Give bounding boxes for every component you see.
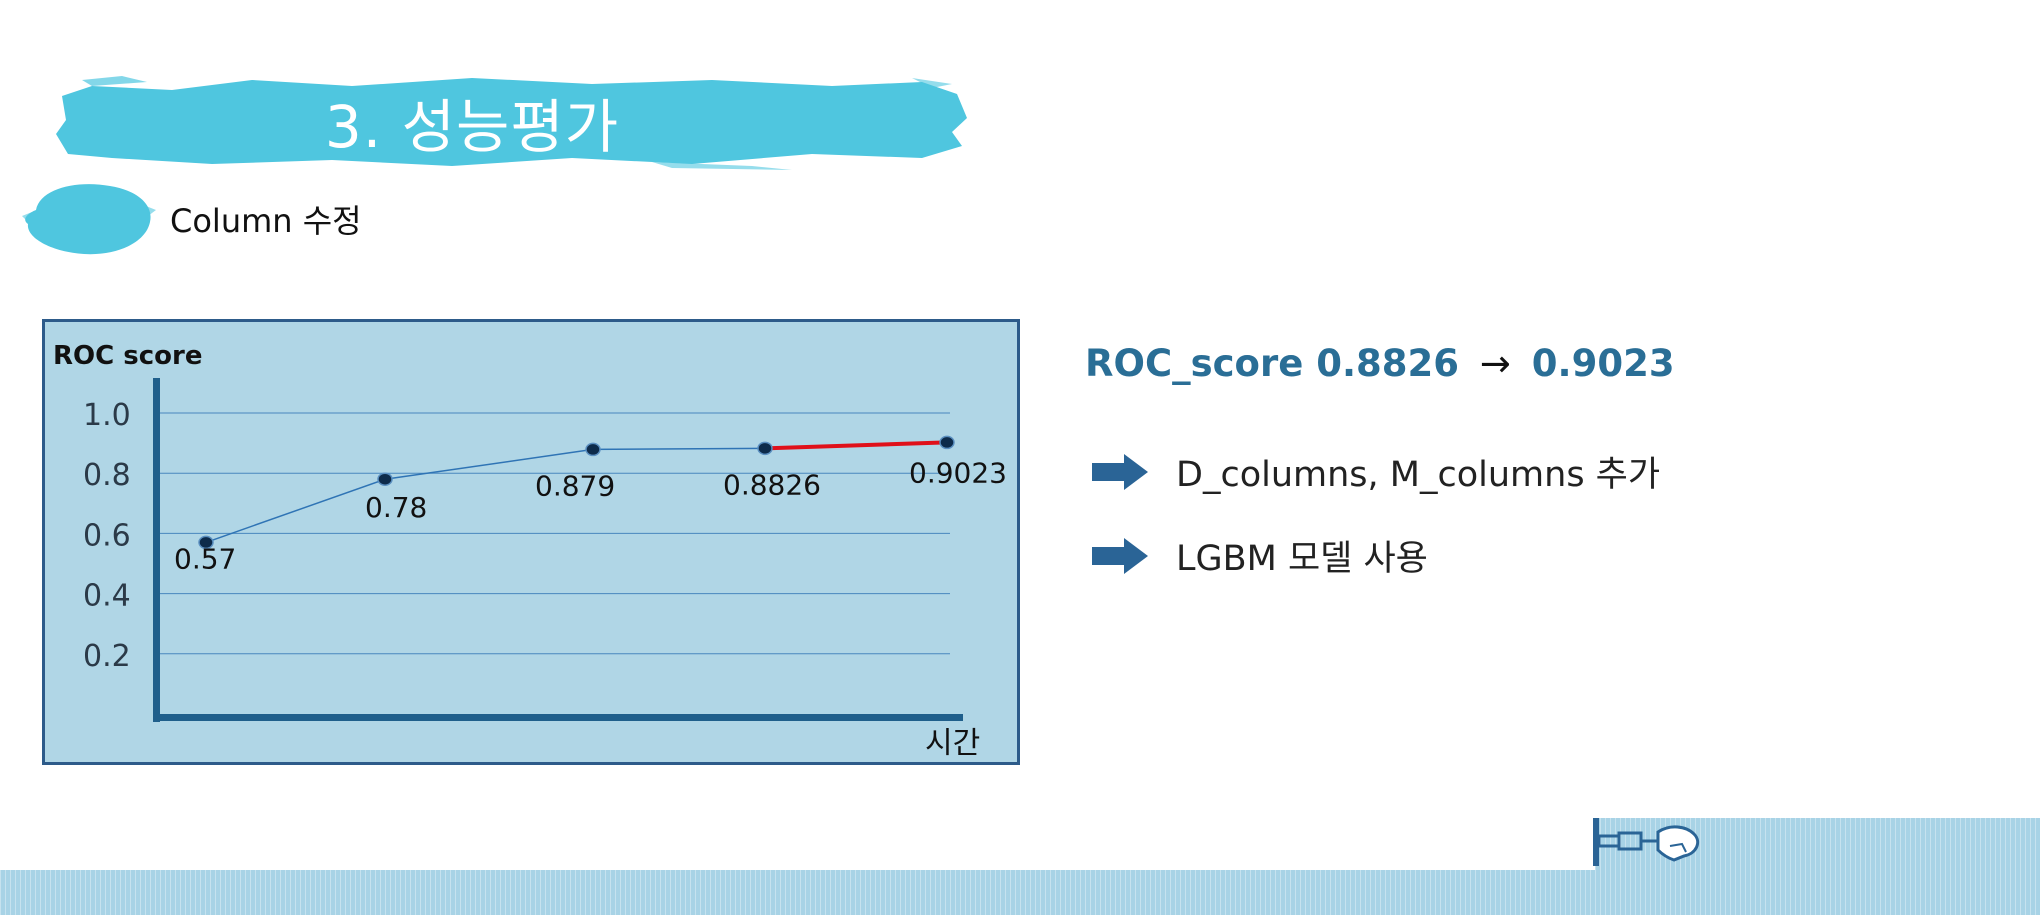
y-tick-label: 0.2 xyxy=(83,639,131,674)
y-tick-label: 0.4 xyxy=(83,579,131,614)
data-point xyxy=(585,442,601,457)
line-segment xyxy=(592,447,766,451)
roc-summary-label: ROC_score xyxy=(1085,342,1304,385)
y-axis xyxy=(153,378,160,722)
arrow-right-icon xyxy=(1092,453,1148,490)
brush-stroke-shape xyxy=(56,76,967,170)
data-label: 0.879 xyxy=(535,469,615,502)
paint-blob-icon xyxy=(18,176,158,260)
title-banner: 3. 성능평가 xyxy=(52,74,972,170)
roc-chart: 1.0 0.8 0.6 0.4 0.2 ROC score 시간 0.57 0.78 0.879 0… xyxy=(42,319,1020,765)
roc-chart-svg: 1.0 0.8 0.6 0.4 0.2 ROC score 시간 0.57 0.78 0.879 0… xyxy=(53,341,1007,761)
roc-summary-before: 0.8826 xyxy=(1316,342,1459,385)
roc-summary: ROC_score 0.8826 → 0.9023 xyxy=(1085,342,1675,385)
bullet-text: LGBM 모델 사용 xyxy=(1176,539,1428,579)
data-point xyxy=(377,472,393,486)
line-segment xyxy=(205,478,386,544)
section-subtitle: Column 수정 xyxy=(170,202,362,240)
x-axis xyxy=(153,714,963,721)
data-label: 0.9023 xyxy=(909,456,1007,489)
roc-summary-arrow: → xyxy=(1479,342,1511,385)
page-title: 3. 성능평가 xyxy=(324,93,620,161)
data-point xyxy=(757,441,773,456)
x-axis-label: 시간 xyxy=(925,726,980,761)
roc-summary-after: 0.9023 xyxy=(1531,342,1675,385)
data-point xyxy=(198,535,214,550)
data-label: 0.57 xyxy=(174,542,236,575)
y-tick-label: 1.0 xyxy=(83,398,131,433)
mechanical-hand-icon xyxy=(1593,818,1700,866)
bullet-item: LGBM 모델 사용 xyxy=(1092,530,1428,581)
data-point xyxy=(939,435,955,450)
data-label: 0.8826 xyxy=(723,468,821,501)
y-tick-label: 0.6 xyxy=(83,518,131,553)
bullet-item: D_columns, M_columns 추가 xyxy=(1092,446,1660,497)
decorative-strip xyxy=(0,870,2040,915)
y-tick-label: 0.8 xyxy=(83,458,131,493)
line-segment xyxy=(384,448,594,480)
y-axis-label: ROC score xyxy=(53,341,202,371)
highlight-segment xyxy=(764,440,948,451)
arrow-right-icon xyxy=(1092,537,1148,574)
data-label: 0.78 xyxy=(365,491,427,524)
bullet-text: D_columns, M_columns 추가 xyxy=(1176,455,1661,495)
